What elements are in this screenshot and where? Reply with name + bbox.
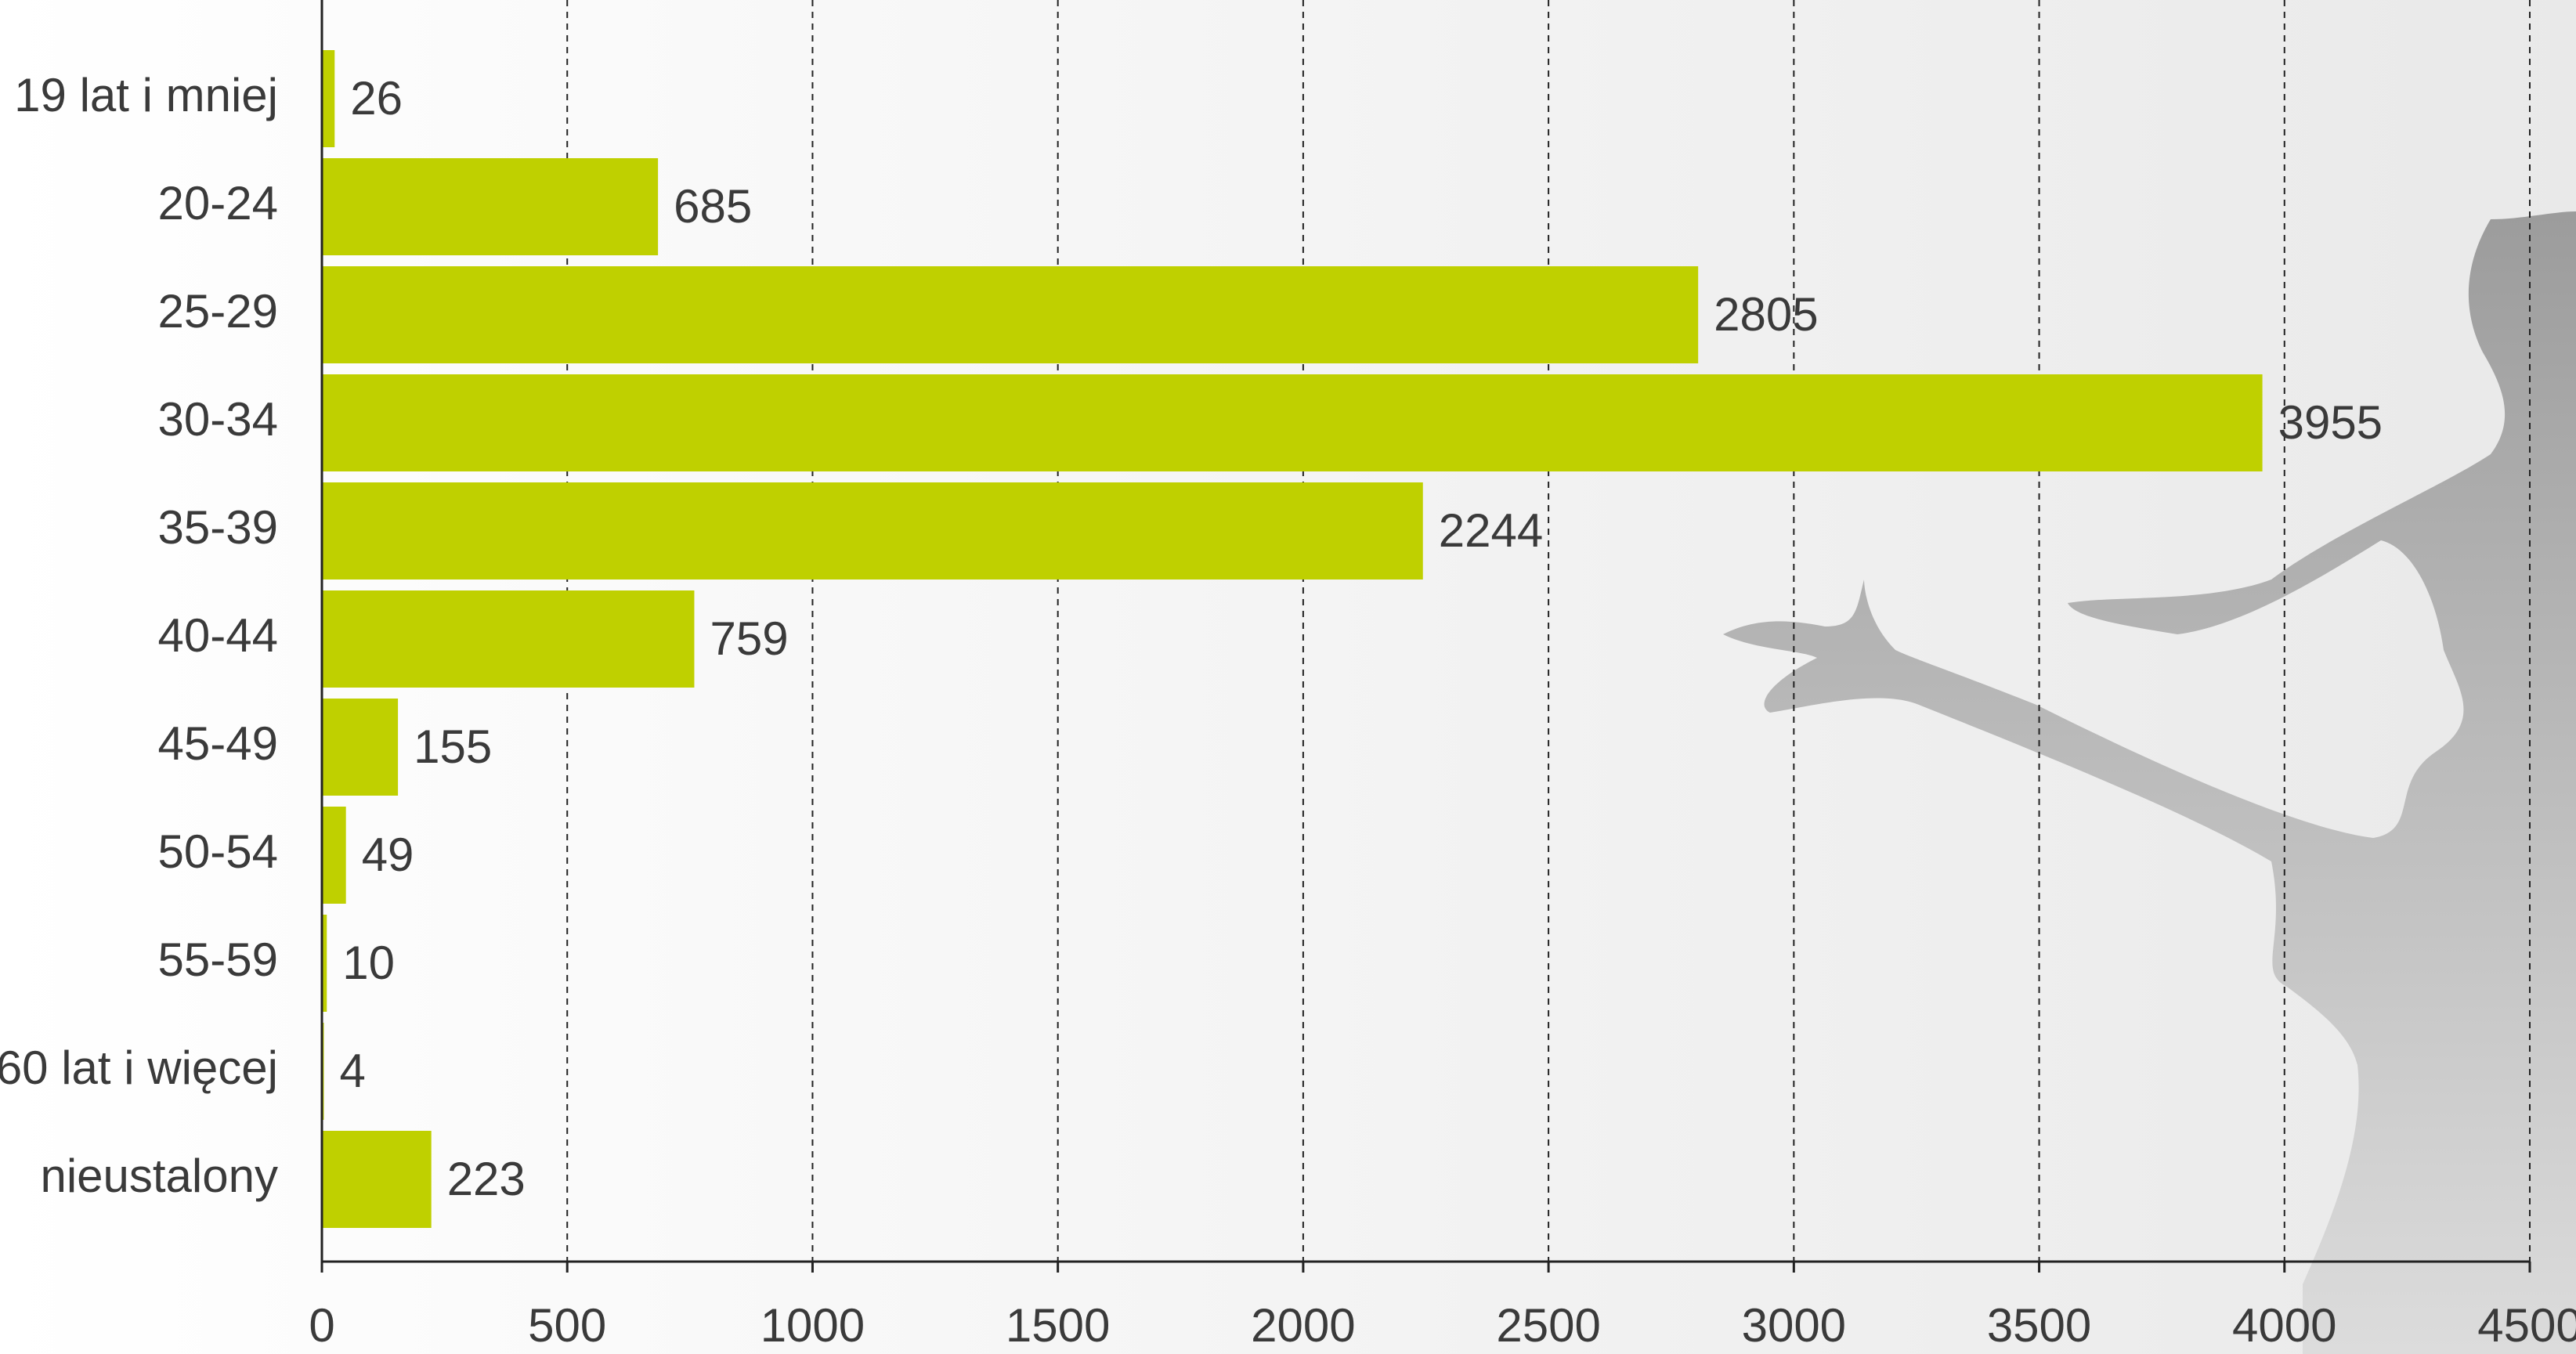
x-tick-label: 2500 xyxy=(1496,1299,1600,1352)
y-tick-label: nieustalony xyxy=(40,1150,278,1202)
bar xyxy=(322,374,2263,471)
value-label: 759 xyxy=(710,612,788,665)
y-tick-label: 35-39 xyxy=(158,501,278,554)
value-label: 49 xyxy=(362,829,414,881)
y-tick-label: 45-49 xyxy=(158,717,278,770)
y-tick-label: 60 lat i więcej xyxy=(0,1042,278,1094)
value-label: 4 xyxy=(340,1045,366,1097)
x-tick-label: 500 xyxy=(528,1299,606,1352)
bar xyxy=(322,590,694,688)
x-tick-label: 4000 xyxy=(2232,1299,2336,1352)
x-tick-label: 3500 xyxy=(1987,1299,2091,1352)
bar xyxy=(322,1131,432,1228)
bar xyxy=(322,482,1423,580)
x-tick-label: 0 xyxy=(309,1299,334,1352)
value-label: 2805 xyxy=(1714,288,1818,341)
value-label: 685 xyxy=(674,180,752,233)
y-tick-label: 55-59 xyxy=(158,933,278,986)
y-tick-label: 20-24 xyxy=(158,177,278,229)
bar xyxy=(322,158,658,255)
y-tick-label: 40-44 xyxy=(158,609,278,662)
y-tick-label: 25-29 xyxy=(158,285,278,338)
x-tick-label: 4500 xyxy=(2477,1299,2576,1352)
x-tick-label: 1000 xyxy=(761,1299,865,1352)
value-label: 2244 xyxy=(1439,504,1543,557)
value-label: 223 xyxy=(447,1153,526,1205)
bar xyxy=(322,699,398,796)
value-label: 26 xyxy=(350,72,403,125)
x-tick-label: 2000 xyxy=(1251,1299,1355,1352)
y-tick-label: 50-54 xyxy=(158,825,278,878)
x-tick-label: 3000 xyxy=(1742,1299,1846,1352)
y-tick-label: 19 lat i mniej xyxy=(14,69,278,121)
bar xyxy=(322,50,334,147)
chart: 0 500 1000 1500 2000 2500 3000 3500 4000 4500 19 l… xyxy=(0,0,2576,1354)
value-label: 10 xyxy=(342,937,395,989)
bar xyxy=(322,266,1698,363)
bar xyxy=(322,807,346,904)
x-tick-label: 1500 xyxy=(1006,1299,1110,1352)
value-label: 155 xyxy=(414,720,492,773)
value-label: 3955 xyxy=(2278,396,2383,449)
y-tick-label: 30-34 xyxy=(158,393,278,446)
